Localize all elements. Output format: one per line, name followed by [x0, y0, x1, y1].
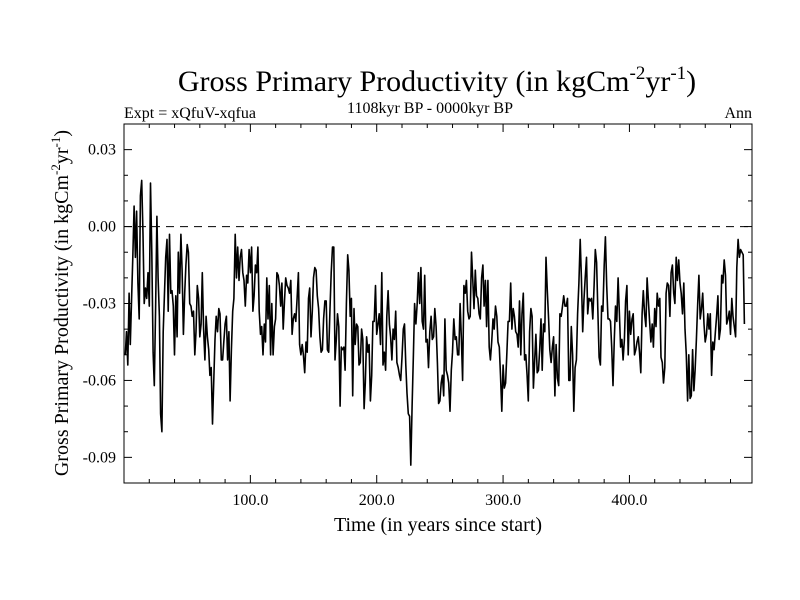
series-line-ann	[124, 179, 746, 466]
y-tick-label: 0.03	[88, 142, 116, 159]
x-axis-ticks: 100.0 200.0 300.0 400.0	[148, 124, 732, 509]
y-tick-label: -0.06	[83, 372, 116, 389]
y-axis-label: Gross Primary Productivity (in kgCm-2yr-…	[48, 130, 73, 476]
period-subtitle: 1108kyr BP - 0000kyr BP	[347, 100, 513, 117]
experiment-label: Expt = xQfuV-xqfua	[124, 105, 256, 122]
x-tick-label: 200.0	[359, 492, 395, 509]
x-tick-label: 100.0	[232, 492, 268, 509]
y-tick-label: -0.03	[83, 296, 116, 313]
x-tick-label: 300.0	[485, 492, 521, 509]
x-tick-label: 400.0	[611, 492, 647, 509]
x-axis-label: Time (in years since start)	[334, 514, 542, 536]
y-axis-ticks: 0.03 0.00 -0.03 -0.06 -0.09	[83, 142, 752, 466]
chart-title: Gross Primary Productivity (in kgCm-2yr-…	[178, 63, 696, 98]
season-label: Ann	[724, 105, 752, 122]
y-tick-label: 0.00	[88, 219, 116, 236]
y-tick-label: -0.09	[83, 449, 116, 466]
